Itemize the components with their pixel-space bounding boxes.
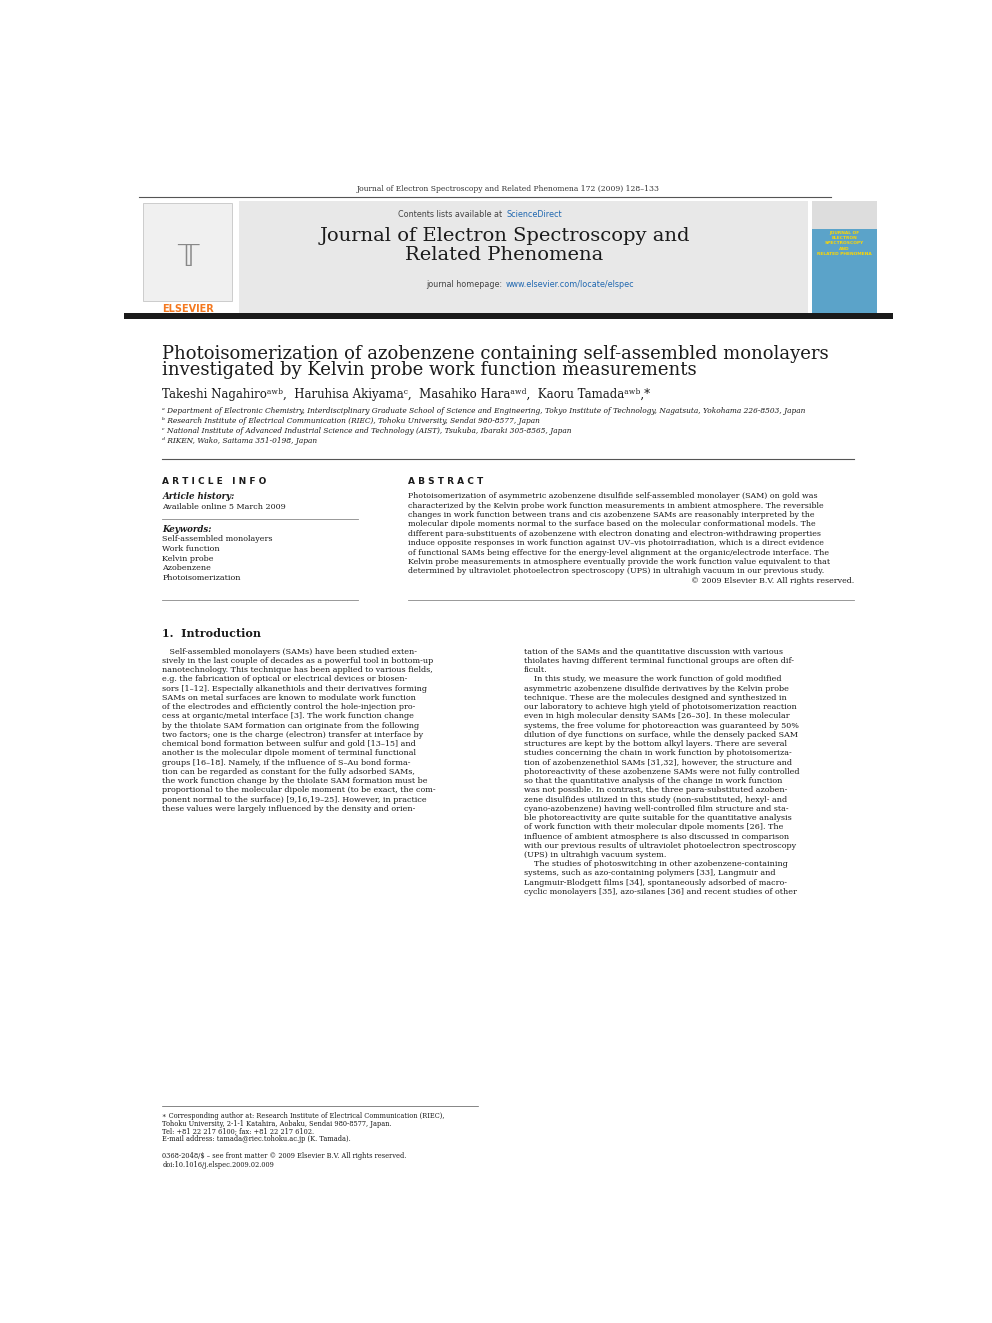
Text: ∗ Corresponding author at: Research Institute of Electrical Communication (RIEC): ∗ Corresponding author at: Research Inst… — [163, 1113, 445, 1121]
Text: thiolates having different terminal functional groups are often dif-: thiolates having different terminal func… — [524, 658, 794, 665]
Text: The studies of photoswitching in other azobenzene-containing: The studies of photoswitching in other a… — [524, 860, 788, 868]
Text: tion of azobenzenethiol SAMs [31,32], however, the structure and: tion of azobenzenethiol SAMs [31,32], ho… — [524, 758, 792, 766]
Text: sively in the last couple of decades as a powerful tool in bottom-up: sively in the last couple of decades as … — [163, 658, 434, 665]
Text: 1.  Introduction: 1. Introduction — [163, 628, 262, 639]
Bar — [812, 229, 877, 312]
Text: cess at organic/metal interface [3]. The work function change: cess at organic/metal interface [3]. The… — [163, 712, 415, 721]
Text: influence of ambient atmosphere is also discussed in comparison: influence of ambient atmosphere is also … — [524, 832, 789, 840]
Bar — [812, 201, 877, 312]
Text: our laboratory to achieve high yield of photoisomerization reaction: our laboratory to achieve high yield of … — [524, 703, 797, 712]
Text: systems, such as azo-containing polymers [33], Langmuir and: systems, such as azo-containing polymers… — [524, 869, 776, 877]
Text: induce opposite responses in work function against UV–vis photoirradiation, whic: induce opposite responses in work functi… — [409, 540, 824, 548]
Text: even in high molecular density SAMs [26–30]. In these molecular: even in high molecular density SAMs [26–… — [524, 712, 790, 721]
Text: of the electrodes and efficiently control the hole-injection pro-: of the electrodes and efficiently contro… — [163, 703, 416, 712]
Bar — [124, 312, 893, 319]
Text: these values were largely influenced by the density and orien-: these values were largely influenced by … — [163, 804, 416, 812]
Text: nanotechnology. This technique has been applied to various fields,: nanotechnology. This technique has been … — [163, 667, 434, 675]
Bar — [143, 204, 231, 302]
Text: Article history:: Article history: — [163, 492, 235, 501]
Text: cyano-azobenzene) having well-controlled film structure and sta-: cyano-azobenzene) having well-controlled… — [524, 804, 789, 812]
Text: Journal of Electron Spectroscopy and Related Phenomena 172 (2009) 128–133: Journal of Electron Spectroscopy and Rel… — [357, 185, 660, 193]
Text: changes in work function between trans and cis azobenzene SAMs are reasonably in: changes in work function between trans a… — [409, 511, 815, 519]
Text: Kelvin probe measurements in atmosphere eventually provide the work function val: Kelvin probe measurements in atmosphere … — [409, 558, 830, 566]
Text: Keywords:: Keywords: — [163, 525, 212, 534]
Text: determined by ultraviolet photoelectron spectroscopy (UPS) in ultrahigh vacuum i: determined by ultraviolet photoelectron … — [409, 568, 824, 576]
Text: doi:10.1016/j.elspec.2009.02.009: doi:10.1016/j.elspec.2009.02.009 — [163, 1162, 275, 1170]
Text: 0368-2048/$ – see front matter © 2009 Elsevier B.V. All rights reserved.: 0368-2048/$ – see front matter © 2009 El… — [163, 1152, 407, 1160]
Text: ponent normal to the surface) [9,16,19–25]. However, in practice: ponent normal to the surface) [9,16,19–2… — [163, 795, 428, 803]
Text: www.elsevier.com/locate/elspec: www.elsevier.com/locate/elspec — [506, 280, 635, 290]
Text: ble photoreactivity are quite suitable for the quantitative analysis: ble photoreactivity are quite suitable f… — [524, 814, 792, 822]
Text: A R T I C L E   I N F O: A R T I C L E I N F O — [163, 476, 267, 486]
Text: Takeshi Nagahiroᵃʷᵇ,  Haruhisa Akiyamaᶜ,  Masahiko Haraᵃʷᵈ,  Kaoru Tamadaᵃʷᵇ,*: Takeshi Nagahiroᵃʷᵇ, Haruhisa Akiyamaᶜ, … — [163, 388, 651, 401]
Text: Available online 5 March 2009: Available online 5 March 2009 — [163, 503, 286, 511]
Text: ELSEVIER: ELSEVIER — [162, 303, 213, 314]
Text: technique. These are the molecules designed and synthesized in: technique. These are the molecules desig… — [524, 693, 787, 703]
Text: Self-assembled monolayers: Self-assembled monolayers — [163, 536, 273, 544]
Text: e.g. the fabrication of optical or electrical devices or biosen-: e.g. the fabrication of optical or elect… — [163, 676, 408, 684]
Text: two factors; one is the charge (electron) transfer at interface by: two factors; one is the charge (electron… — [163, 730, 424, 738]
Bar — [239, 201, 808, 312]
Text: (UPS) in ultrahigh vacuum system.: (UPS) in ultrahigh vacuum system. — [524, 851, 667, 859]
Text: Journal of Electron Spectroscopy and: Journal of Electron Spectroscopy and — [319, 226, 689, 245]
Text: sors [1–12]. Especially alkanethiols and their derivatives forming: sors [1–12]. Especially alkanethiols and… — [163, 685, 428, 693]
Text: Photoisomerization of azobenzene containing self-assembled monolayers: Photoisomerization of azobenzene contain… — [163, 345, 829, 363]
Text: so that the quantitative analysis of the change in work function: so that the quantitative analysis of the… — [524, 777, 782, 785]
Text: A B S T R A C T: A B S T R A C T — [409, 476, 484, 486]
Text: the work function change by the thiolate SAM formation must be: the work function change by the thiolate… — [163, 777, 428, 785]
Text: tion can be regarded as constant for the fully adsorbed SAMs,: tion can be regarded as constant for the… — [163, 767, 416, 775]
Text: journal homepage:: journal homepage: — [426, 280, 505, 290]
Text: Azobenzene: Azobenzene — [163, 564, 211, 572]
Text: Langmuir-Blodgett films [34], spontaneously adsorbed of macro-: Langmuir-Blodgett films [34], spontaneou… — [524, 878, 787, 886]
Text: different para-substituents of azobenzene with electron donating and electron-wi: different para-substituents of azobenzen… — [409, 529, 821, 537]
Text: ᶜ National Institute of Advanced Industrial Science and Technology (AIST), Tsuku: ᶜ National Institute of Advanced Industr… — [163, 427, 572, 435]
Text: photoreactivity of these azobenzene SAMs were not fully controlled: photoreactivity of these azobenzene SAMs… — [524, 767, 800, 775]
Text: characterized by the Kelvin probe work function measurements in ambient atmosphe: characterized by the Kelvin probe work f… — [409, 501, 824, 509]
Text: 𝕋: 𝕋 — [177, 243, 198, 271]
Text: structures are kept by the bottom alkyl layers. There are several: structures are kept by the bottom alkyl … — [524, 740, 787, 747]
Text: groups [16–18]. Namely, if the influence of S–Au bond forma-: groups [16–18]. Namely, if the influence… — [163, 758, 411, 766]
Text: ᵇ Research Institute of Electrical Communication (RIEC), Tohoku University, Send: ᵇ Research Institute of Electrical Commu… — [163, 417, 541, 425]
Text: asymmetric azobenzene disulfide derivatives by the Kelvin probe: asymmetric azobenzene disulfide derivati… — [524, 685, 789, 693]
Text: dilution of dye functions on surface, while the densely packed SAM: dilution of dye functions on surface, wh… — [524, 730, 798, 738]
Text: another is the molecular dipole moment of terminal functional: another is the molecular dipole moment o… — [163, 749, 417, 757]
Text: cyclic monolayers [35], azo-silanes [36] and recent studies of other: cyclic monolayers [35], azo-silanes [36]… — [524, 888, 797, 896]
Text: Tohoku University, 2-1-1 Katahira, Aobaku, Sendai 980-8577, Japan.: Tohoku University, 2-1-1 Katahira, Aobak… — [163, 1119, 392, 1127]
Text: SAMs on metal surfaces are known to modulate work function: SAMs on metal surfaces are known to modu… — [163, 693, 417, 703]
Text: ficult.: ficult. — [524, 667, 548, 675]
Text: ScienceDirect: ScienceDirect — [506, 210, 561, 220]
Text: Photoisomerization of asymmetric azobenzene disulfide self-assembled monolayer (: Photoisomerization of asymmetric azobenz… — [409, 492, 818, 500]
Text: Related Phenomena: Related Phenomena — [406, 246, 604, 263]
Text: proportional to the molecular dipole moment (to be exact, the com-: proportional to the molecular dipole mom… — [163, 786, 436, 794]
Text: In this study, we measure the work function of gold modified: In this study, we measure the work funct… — [524, 676, 782, 684]
Text: was not possible. In contrast, the three para-substituted azoben-: was not possible. In contrast, the three… — [524, 786, 787, 794]
Text: Work function: Work function — [163, 545, 220, 553]
Text: systems, the free volume for photoreaction was guaranteed by 50%: systems, the free volume for photoreacti… — [524, 721, 799, 729]
Text: © 2009 Elsevier B.V. All rights reserved.: © 2009 Elsevier B.V. All rights reserved… — [691, 577, 854, 585]
Text: investigated by Kelvin probe work function measurements: investigated by Kelvin probe work functi… — [163, 361, 697, 380]
Text: ᵃ Department of Electronic Chemistry, Interdisciplinary Graduate School of Scien: ᵃ Department of Electronic Chemistry, In… — [163, 406, 806, 414]
Text: Contents lists available at: Contents lists available at — [398, 210, 505, 220]
Text: Kelvin probe: Kelvin probe — [163, 554, 214, 562]
Bar — [139, 201, 239, 312]
Text: tation of the SAMs and the quantitative discussion with various: tation of the SAMs and the quantitative … — [524, 648, 783, 656]
Text: with our previous results of ultraviolet photoelectron spectroscopy: with our previous results of ultraviolet… — [524, 841, 796, 849]
Text: by the thiolate SAM formation can originate from the following: by the thiolate SAM formation can origin… — [163, 721, 420, 729]
Text: chemical bond formation between sulfur and gold [13–15] and: chemical bond formation between sulfur a… — [163, 740, 417, 747]
Text: Tel: +81 22 217 6100; fax: +81 22 217 6102.: Tel: +81 22 217 6100; fax: +81 22 217 61… — [163, 1127, 314, 1135]
Text: studies concerning the chain in work function by photoisomeriza-: studies concerning the chain in work fun… — [524, 749, 792, 757]
Text: JOURNAL OF
ELECTRON
SPECTROSCOPY
AND
RELATED PHENOMENA: JOURNAL OF ELECTRON SPECTROSCOPY AND REL… — [817, 232, 872, 255]
Text: Self-assembled monolayers (SAMs) have been studied exten-: Self-assembled monolayers (SAMs) have be… — [163, 648, 418, 656]
Text: ᵈ RIKEN, Wako, Saitama 351-0198, Japan: ᵈ RIKEN, Wako, Saitama 351-0198, Japan — [163, 437, 317, 445]
Text: of functional SAMs being effective for the energy-level alignment at the organic: of functional SAMs being effective for t… — [409, 549, 829, 557]
Text: zene disulfides utilized in this study (non-substituted, hexyl- and: zene disulfides utilized in this study (… — [524, 795, 787, 803]
Text: E-mail address: tamada@riec.tohoku.ac.jp (K. Tamada).: E-mail address: tamada@riec.tohoku.ac.jp… — [163, 1135, 351, 1143]
Text: Photoisomerization: Photoisomerization — [163, 574, 241, 582]
Text: of work function with their molecular dipole moments [26]. The: of work function with their molecular di… — [524, 823, 783, 831]
Text: molecular dipole moments normal to the surface based on the molecular conformati: molecular dipole moments normal to the s… — [409, 520, 816, 528]
